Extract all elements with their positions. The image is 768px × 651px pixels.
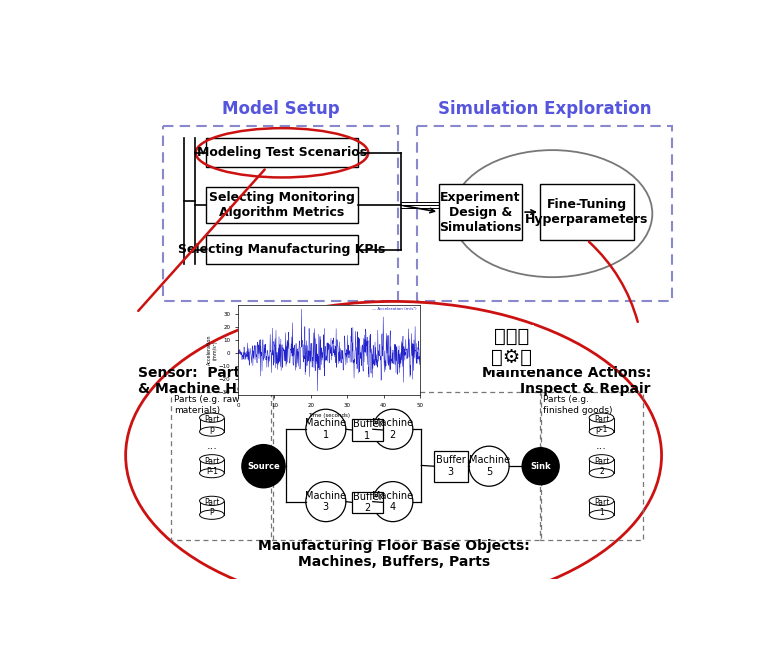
Ellipse shape: [372, 482, 413, 521]
Text: ...: ...: [596, 441, 607, 451]
Ellipse shape: [589, 413, 614, 422]
Text: Simulation Exploration: Simulation Exploration: [438, 100, 651, 118]
Ellipse shape: [589, 469, 614, 478]
Bar: [200, 459, 224, 473]
Text: Machine
1: Machine 1: [305, 419, 346, 440]
Bar: [540, 393, 643, 540]
Bar: [171, 393, 273, 540]
Ellipse shape: [589, 496, 614, 505]
Text: Selecting Manufacturing KPIs: Selecting Manufacturing KPIs: [178, 243, 386, 256]
Text: ...: ...: [207, 441, 217, 451]
Ellipse shape: [242, 445, 285, 488]
Text: Part
p-1: Part p-1: [594, 415, 609, 434]
Text: Experiment
Design &
Simulations: Experiment Design & Simulations: [439, 191, 521, 234]
Ellipse shape: [469, 446, 509, 486]
Ellipse shape: [200, 427, 224, 436]
Bar: [352, 492, 382, 513]
Ellipse shape: [200, 413, 224, 422]
Bar: [200, 418, 224, 432]
Ellipse shape: [200, 454, 224, 464]
Text: Manufacturing Floor Base Objects:
Machines, Buffers, Parts: Manufacturing Floor Base Objects: Machin…: [258, 539, 529, 569]
Bar: [434, 450, 468, 482]
Text: Source: Source: [247, 462, 280, 471]
Ellipse shape: [589, 427, 614, 436]
Ellipse shape: [306, 409, 346, 449]
Text: Buffer
3: Buffer 3: [435, 456, 465, 477]
Text: Parts (e.g. raw
materials): Parts (e.g. raw materials): [174, 395, 240, 415]
Text: Machine
2: Machine 2: [372, 419, 413, 440]
Text: Part
2: Part 2: [594, 456, 609, 476]
Ellipse shape: [200, 469, 224, 478]
Y-axis label: Acceleration
(mm/s²): Acceleration (mm/s²): [207, 335, 217, 365]
Text: Maintenance Actions:
Inspect & Repair: Maintenance Actions: Inspect & Repair: [482, 366, 650, 396]
X-axis label: Time (seconds): Time (seconds): [308, 413, 350, 418]
Bar: [200, 501, 224, 515]
Text: Sink: Sink: [531, 462, 551, 471]
Text: Modeling Test Scenarios: Modeling Test Scenarios: [197, 146, 367, 159]
Bar: [206, 187, 358, 223]
Bar: [206, 235, 358, 264]
Bar: [352, 419, 382, 441]
Text: Selecting Monitoring
Algorithm Metrics: Selecting Monitoring Algorithm Metrics: [209, 191, 355, 219]
Bar: [206, 138, 358, 167]
Text: Machine
5: Machine 5: [468, 456, 510, 477]
Bar: [540, 184, 634, 240]
Text: Parts (e.g.
finished goods): Parts (e.g. finished goods): [543, 395, 613, 415]
Bar: [418, 126, 671, 301]
Bar: [589, 459, 614, 473]
Text: 👷👷👷
🔧⚙️🔩: 👷👷👷 🔧⚙️🔩: [492, 327, 532, 368]
Ellipse shape: [200, 510, 224, 519]
Bar: [589, 501, 614, 515]
Bar: [589, 418, 614, 432]
Text: Machine
4: Machine 4: [372, 491, 413, 512]
Ellipse shape: [306, 482, 346, 521]
Ellipse shape: [589, 510, 614, 519]
Text: — Acceleration (m/s²): — Acceleration (m/s²): [372, 307, 416, 311]
Ellipse shape: [589, 454, 614, 464]
Text: Machine
3: Machine 3: [305, 491, 346, 512]
Text: Part
P: Part P: [204, 498, 220, 518]
Bar: [271, 393, 541, 540]
Text: Fine-Tuning
Hyperparameters: Fine-Tuning Hyperparameters: [525, 198, 648, 226]
Ellipse shape: [522, 448, 559, 485]
Text: Sensor:  Part Quality
& Machine Health: Sensor: Part Quality & Machine Health: [138, 366, 301, 396]
Text: Part
P-1: Part P-1: [204, 456, 220, 476]
Bar: [439, 184, 522, 240]
Text: Model Setup: Model Setup: [222, 100, 339, 118]
Text: Part
1: Part 1: [594, 498, 609, 518]
Text: Part
p: Part p: [204, 415, 220, 434]
Ellipse shape: [200, 496, 224, 505]
Text: Buffer
2: Buffer 2: [353, 492, 382, 513]
Ellipse shape: [372, 409, 413, 449]
Bar: [164, 126, 399, 301]
Text: Buffer
1: Buffer 1: [353, 419, 382, 441]
